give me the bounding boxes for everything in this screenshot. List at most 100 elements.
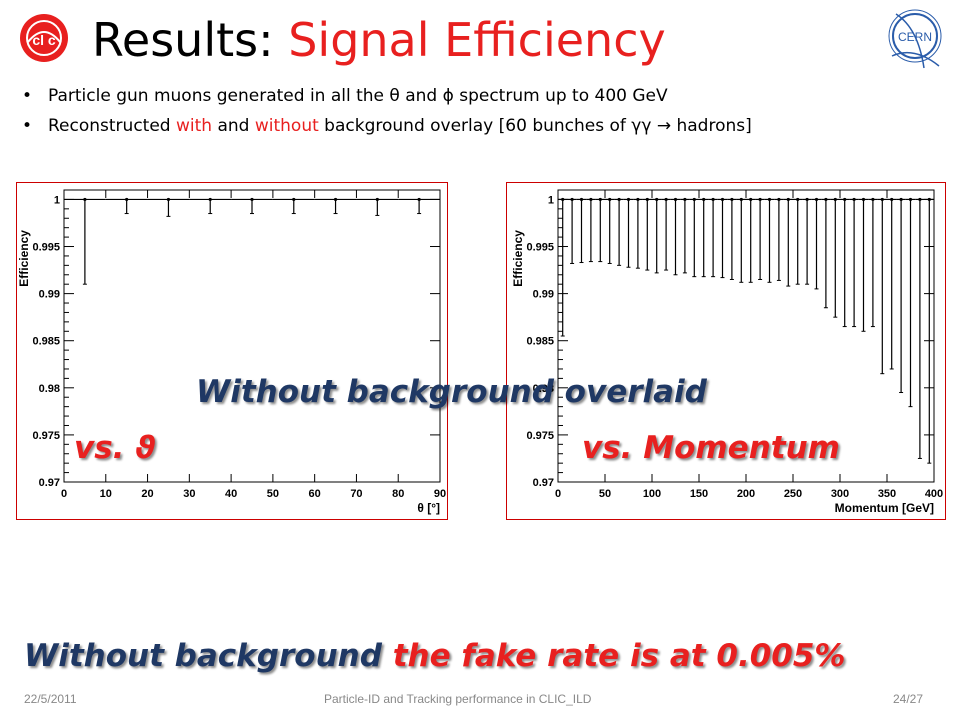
- x-tick-label: 400: [925, 488, 943, 500]
- y-tick-label: 0.97: [39, 477, 60, 489]
- y-tick-label: 0.975: [526, 430, 554, 442]
- data-point: [579, 197, 584, 202]
- vs-theta-label: vs. ϑ: [74, 430, 156, 466]
- x-tick-label: 40: [225, 488, 237, 500]
- data-point: [645, 197, 649, 202]
- data-point: [852, 197, 856, 202]
- data-point: [871, 197, 875, 202]
- y-axis-label: Efficiency: [17, 230, 31, 287]
- data-point: [608, 197, 612, 202]
- data-point: [767, 197, 772, 202]
- data-point: [908, 197, 913, 202]
- data-point: [805, 197, 809, 202]
- data-point: [702, 197, 706, 202]
- x-tick-label: 0: [555, 488, 561, 500]
- page-title: Results: Signal Efficiency: [92, 13, 666, 67]
- data-point: [673, 197, 678, 202]
- x-tick-label: 300: [831, 488, 849, 500]
- y-axis-label: Efficiency: [511, 230, 525, 287]
- data-point: [899, 197, 903, 202]
- data-point: [683, 197, 687, 202]
- data-point: [739, 197, 743, 202]
- bullet-1: • Particle gun muons generated in all the…: [22, 86, 668, 106]
- data-point: [375, 197, 379, 202]
- data-point: [617, 197, 621, 202]
- data-point: [417, 197, 421, 202]
- y-tick-label: 0.99: [39, 289, 60, 301]
- data-point: [796, 197, 800, 202]
- data-point: [927, 197, 931, 202]
- data-point: [166, 197, 171, 202]
- data-point: [598, 197, 602, 202]
- cern-logo-text: CERN: [898, 30, 932, 44]
- data-point: [333, 197, 338, 202]
- x-tick-label: 20: [141, 488, 153, 500]
- y-tick-label: 1: [54, 194, 60, 206]
- efficiency-vs-momentum-plot: 0 50 100 150 200 250 300 350 400 0.97 0.975 0.98 0.9…: [506, 182, 946, 520]
- data-point: [843, 197, 847, 202]
- data-point: [589, 197, 593, 202]
- x-tick-label: 70: [350, 488, 362, 500]
- svg-text:cl c: cl c: [32, 32, 56, 48]
- data-point: [292, 197, 296, 202]
- data-point: [570, 197, 574, 202]
- data-point: [786, 197, 790, 202]
- x-tick-label: 10: [100, 488, 112, 500]
- x-tick-label: 350: [878, 488, 896, 500]
- data-point: [626, 197, 631, 202]
- x-tick-label: 80: [392, 488, 404, 500]
- y-tick-label: 0.985: [32, 336, 60, 348]
- plot-frame: [16, 182, 448, 520]
- data-point: [880, 197, 884, 202]
- bullet-1-text: Particle gun muons generated in all the …: [48, 86, 668, 106]
- data-point: [758, 197, 762, 202]
- data-point: [250, 197, 254, 202]
- data-point: [824, 197, 828, 202]
- y-tick-label: 0.985: [526, 336, 554, 348]
- data-point: [561, 197, 565, 202]
- y-tick-label: 0.995: [32, 242, 60, 254]
- data-point: [861, 197, 866, 202]
- data-point: [125, 197, 129, 202]
- y-tick-label: 0.98: [533, 383, 554, 395]
- x-tick-label: 200: [737, 488, 755, 500]
- data-point: [749, 197, 753, 202]
- vs-momentum-label: vs. Momentum: [582, 430, 840, 466]
- x-tick-label: 90: [434, 488, 446, 500]
- data-point: [208, 197, 212, 202]
- footer-page-number: 24/27: [893, 692, 924, 706]
- y-tick-label: 0.97: [533, 477, 554, 489]
- clic-logo-icon: cl c: [20, 14, 68, 62]
- data-point: [730, 197, 734, 202]
- data-point: [814, 197, 819, 202]
- bullet-2: • Reconstructed with and without backgrou…: [22, 116, 752, 136]
- y-tick-label: 0.99: [533, 289, 554, 301]
- data-point: [777, 197, 781, 202]
- data-point: [918, 197, 922, 202]
- x-tick-label: 150: [690, 488, 708, 500]
- data-point: [636, 197, 640, 202]
- data-point: [890, 197, 894, 202]
- x-tick-label: 30: [183, 488, 195, 500]
- data-point: [655, 197, 659, 202]
- efficiency-vs-theta-plot: 0 10 20 30 40 50 60 70 80 90 0.97 0.975 0.98 0.985 0.9…: [16, 182, 448, 520]
- data-point: [692, 197, 696, 202]
- x-tick-label: 250: [784, 488, 802, 500]
- x-axis-label: θ [°]: [417, 501, 440, 515]
- y-tick-label: 0.975: [32, 430, 60, 442]
- without-background-label: Without background overlaid: [196, 374, 707, 410]
- data-point: [83, 197, 87, 202]
- footer-title: Particle-ID and Tracking performance in …: [324, 692, 592, 706]
- data-point: [664, 197, 668, 202]
- arrow-right-icon: →: [656, 116, 672, 136]
- cern-logo-icon: CERN: [888, 9, 942, 69]
- x-axis-label: Momentum [GeV]: [835, 501, 934, 515]
- data-point: [720, 197, 725, 202]
- axes-box: [63, 189, 441, 483]
- y-tick-label: 0.98: [39, 383, 60, 395]
- y-tick-label: 1: [548, 194, 554, 206]
- x-tick-label: 50: [267, 488, 279, 500]
- x-tick-label: 0: [61, 488, 67, 500]
- x-tick-label: 100: [643, 488, 661, 500]
- data-point: [711, 197, 715, 202]
